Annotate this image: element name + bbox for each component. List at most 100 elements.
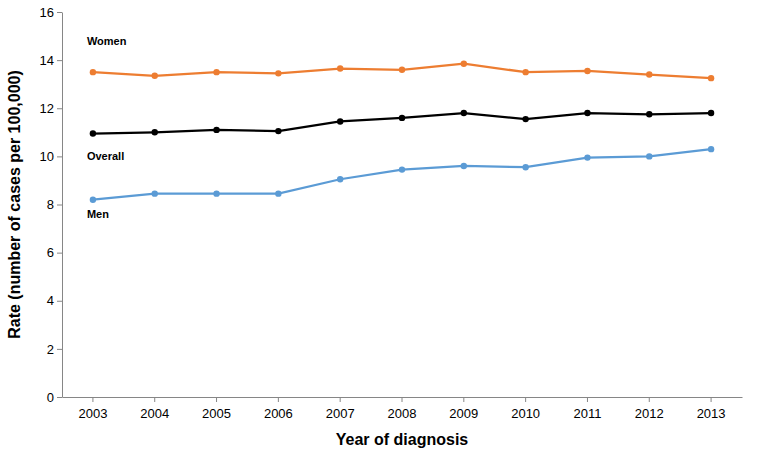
series-group — [90, 61, 715, 203]
y-tick: 2 — [47, 342, 62, 357]
x-tick-mark — [278, 397, 279, 402]
x-tick-label: 2006 — [264, 406, 293, 421]
y-tick: 8 — [47, 197, 62, 212]
x-tick: 2004 — [140, 397, 169, 421]
x-tick: 2005 — [202, 397, 231, 421]
x-tick-mark — [216, 397, 217, 402]
marker — [522, 116, 528, 122]
marker — [152, 129, 158, 135]
x-tick: 2003 — [78, 397, 107, 421]
x-tick-label: 2010 — [511, 406, 540, 421]
series-labels: Women Overall Men — [87, 35, 127, 220]
x-tick: 2013 — [697, 397, 726, 421]
x-tick-label: 2009 — [449, 406, 478, 421]
y-tick-mark — [57, 12, 62, 13]
x-axis-title: Year of diagnosis — [336, 431, 469, 448]
x-axis: 2003 2004 2005 2006 2007 2008 2009 2010 2011 2012… — [63, 397, 743, 421]
marker — [152, 190, 158, 196]
marker — [90, 130, 96, 136]
y-tick: 10 — [40, 149, 62, 164]
y-tick: 6 — [47, 245, 62, 260]
x-tick-mark — [525, 397, 526, 402]
marker — [461, 110, 467, 116]
series-line — [93, 149, 711, 200]
x-tick-mark — [463, 397, 464, 402]
y-tick: 4 — [47, 293, 62, 308]
x-tick-label: 2004 — [140, 406, 169, 421]
y-tick-label: 10 — [40, 149, 54, 164]
y-tick-mark — [57, 397, 62, 398]
marker-group — [90, 61, 715, 82]
series-line — [93, 64, 711, 78]
marker-group — [90, 110, 715, 137]
series-label: Women — [87, 35, 127, 47]
x-tick: 2008 — [388, 397, 417, 421]
marker — [213, 127, 219, 133]
series-label: Men — [87, 208, 109, 220]
marker — [275, 70, 281, 76]
x-tick-mark — [587, 397, 588, 402]
y-axis-line — [62, 13, 63, 398]
x-tick-label: 2005 — [202, 406, 231, 421]
marker — [646, 153, 652, 159]
plot-area: 0246810121416200320042005200620072008200… — [40, 5, 743, 421]
y-tick-mark — [57, 349, 62, 350]
x-tick-mark — [340, 397, 341, 402]
marker — [461, 61, 467, 67]
y-tick-mark — [57, 156, 62, 157]
y-axis-title: Rate (number of cases per 100,000) — [6, 70, 23, 339]
y-tick: 12 — [40, 101, 62, 116]
marker — [337, 65, 343, 71]
marker — [584, 110, 590, 116]
marker — [584, 68, 590, 74]
y-tick-mark — [57, 301, 62, 302]
y-tick-mark — [57, 108, 62, 109]
x-tick-mark — [711, 397, 712, 402]
x-tick: 2009 — [449, 397, 478, 421]
y-tick: 0 — [47, 390, 62, 405]
y-tick-label: 16 — [40, 5, 54, 20]
marker — [213, 69, 219, 75]
marker — [399, 115, 405, 121]
marker — [646, 71, 652, 77]
y-tick-mark — [57, 205, 62, 206]
marker — [90, 69, 96, 75]
marker — [275, 128, 281, 134]
x-tick: 2007 — [326, 397, 355, 421]
marker — [337, 176, 343, 182]
y-tick-mark — [57, 60, 62, 61]
marker — [708, 110, 714, 116]
x-tick: 2011 — [573, 397, 601, 421]
y-tick-label: 12 — [40, 101, 54, 116]
marker-group — [90, 146, 715, 203]
y-tick-label: 8 — [47, 197, 54, 212]
x-tick-label: 2012 — [635, 406, 664, 421]
marker — [275, 190, 281, 196]
y-tick-label: 2 — [47, 342, 54, 357]
marker — [152, 73, 158, 79]
marker — [522, 164, 528, 170]
x-tick: 2012 — [635, 397, 664, 421]
marker — [708, 146, 714, 152]
x-tick-label: 2003 — [78, 406, 107, 421]
marker — [461, 163, 467, 169]
x-tick: 2006 — [264, 397, 293, 421]
y-tick-label: 14 — [40, 53, 54, 68]
marker — [522, 69, 528, 75]
marker — [708, 75, 714, 81]
marker — [646, 111, 652, 117]
x-tick-label: 2011 — [573, 406, 601, 421]
marker — [399, 67, 405, 73]
y-tick-mark — [57, 253, 62, 254]
x-tick-mark — [402, 397, 403, 402]
y-tick: 14 — [40, 53, 62, 68]
series-line — [93, 113, 711, 133]
y-tick-label: 4 — [47, 293, 54, 308]
x-tick-label: 2013 — [697, 406, 726, 421]
x-tick-label: 2007 — [326, 406, 355, 421]
y-tick-label: 6 — [47, 245, 54, 260]
series-label: Overall — [87, 150, 124, 162]
marker — [213, 190, 219, 196]
marker — [584, 154, 590, 160]
y-tick: 16 — [40, 5, 62, 20]
